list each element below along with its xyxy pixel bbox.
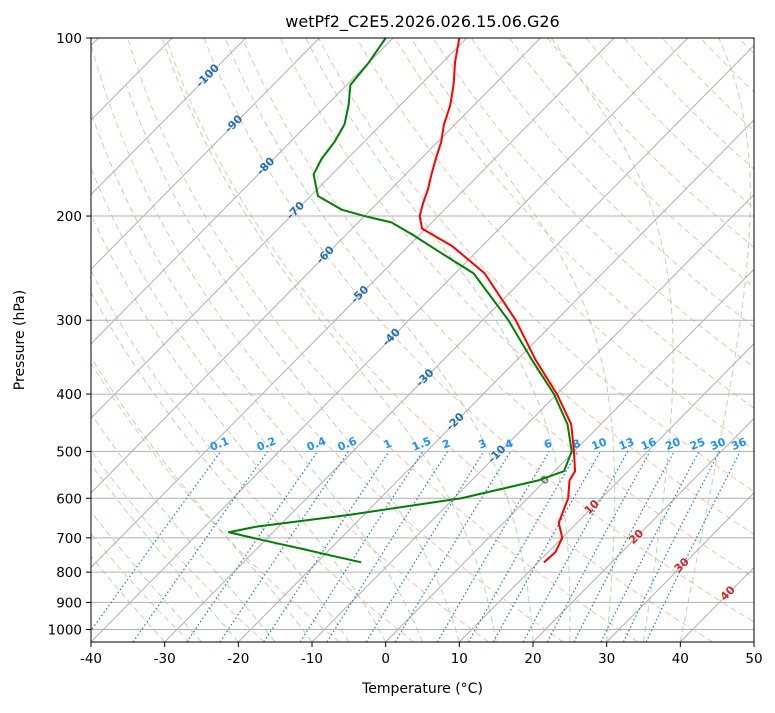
isotherm-line xyxy=(91,38,468,420)
plot-frame xyxy=(90,37,755,643)
mixing-ratio-label: 25 xyxy=(688,435,707,453)
temperature-profile-line xyxy=(418,38,577,564)
y-tick-label: 900 xyxy=(56,595,82,611)
y-axis-label: Pressure (hPa) xyxy=(12,290,28,390)
mixing-ratio-line xyxy=(546,451,651,642)
y-tick-label: 300 xyxy=(56,313,82,329)
isotherm-line xyxy=(532,417,754,642)
mixing-ratio-line xyxy=(186,451,319,642)
mixing-ratio-label: 16 xyxy=(639,435,658,453)
dry-adiabat-line xyxy=(91,269,415,642)
axis-ticks: -40 -30 -20 -10 0 10 20 30 40 50 100 200 300 400 500 60… xyxy=(48,31,763,667)
mixing-ratio-label: 20 xyxy=(663,435,682,453)
isotherm-line xyxy=(385,268,754,642)
dry-adiabat-line xyxy=(394,38,754,409)
y-tick-label: 100 xyxy=(56,31,82,47)
isotherm-line xyxy=(237,119,754,642)
isotherm-line xyxy=(311,193,754,642)
dry-adiabat-line xyxy=(356,38,754,451)
dry-adiabat-line xyxy=(91,362,340,642)
mixing-ratio-line xyxy=(91,451,222,632)
isotherm-line xyxy=(91,38,615,569)
mixing-ratio-label: 10 xyxy=(590,435,609,453)
moist-adiabat-line xyxy=(91,463,239,642)
x-tick-label: 20 xyxy=(524,651,541,667)
dry-adiabat-line xyxy=(127,38,639,642)
x-tick-label: -30 xyxy=(154,651,176,667)
moist-adiabat-line xyxy=(679,38,751,642)
mixing-ratio-line xyxy=(299,451,424,642)
moist-adiabat-line xyxy=(550,38,674,642)
y-tick-label: 200 xyxy=(56,209,82,225)
moist-adiabat-line xyxy=(224,38,534,642)
y-tick-label: 400 xyxy=(56,387,82,403)
mixing-ratio-label: 36 xyxy=(729,435,748,453)
moist-adiabat-line xyxy=(125,84,460,642)
dry-adiabat-line xyxy=(203,38,754,623)
y-tick-label: 800 xyxy=(56,565,82,581)
x-tick-label: -20 xyxy=(227,651,249,667)
x-tick-label: 0 xyxy=(381,651,390,667)
dewpoint-profile-line xyxy=(227,38,573,564)
moist-adiabat-line xyxy=(91,291,350,642)
mixing-ratio-line xyxy=(219,451,349,642)
mixing-ratio-line xyxy=(263,451,390,642)
mixing-ratio-line xyxy=(132,451,269,642)
dry-adiabat-line xyxy=(91,41,564,642)
dry-adiabat-line xyxy=(470,38,754,328)
x-tick-label: 10 xyxy=(451,651,468,667)
mixing-ratio-label: 30 xyxy=(709,435,728,453)
mixing-ratio-line xyxy=(600,451,700,642)
dry-adiabat-line xyxy=(241,38,754,579)
x-tick-label: 30 xyxy=(598,651,615,667)
moist-adiabat-line xyxy=(91,110,423,642)
x-tick-label: -40 xyxy=(80,651,102,667)
dry-adiabat-line xyxy=(165,38,713,642)
moist-adiabat-line xyxy=(410,38,616,642)
dry-adiabat-line xyxy=(91,449,265,642)
y-tick-label: 1000 xyxy=(48,623,82,639)
x-axis-label: Temperature (°C) xyxy=(361,681,483,697)
chart-title: wetPf2_C2E5.2026.026.15.06.G26 xyxy=(285,12,559,32)
isotherm-line xyxy=(91,38,247,196)
profile-lines xyxy=(227,38,577,564)
moist-adiabat-line xyxy=(305,38,571,642)
mixing-ratio-label: 3 xyxy=(477,437,489,452)
mixing-ratio-label: 2 xyxy=(440,437,452,452)
dry-adiabat-line xyxy=(91,166,489,642)
moist-adiabat-line xyxy=(161,38,497,642)
isotherm-line xyxy=(606,492,754,642)
mixing-ratio-line xyxy=(522,451,629,642)
mixing-ratio-line xyxy=(365,451,485,642)
mixing-ratio-label: 8 xyxy=(571,437,583,452)
x-tick-label: -10 xyxy=(301,651,323,667)
mixing-ratio-line xyxy=(622,451,720,642)
mixing-ratio-label: 13 xyxy=(617,435,636,453)
y-tick-label: 700 xyxy=(56,531,82,547)
isotherm-line xyxy=(458,343,754,642)
mixing-ratio-line xyxy=(492,451,602,642)
y-tick-label: 500 xyxy=(56,444,82,460)
isotherm-line xyxy=(91,38,689,642)
mixing-ratio-label: 1 xyxy=(382,437,394,452)
dry-adiabat-line xyxy=(509,38,754,288)
dry-adiabat-line xyxy=(432,38,754,368)
y-tick-label: 600 xyxy=(56,491,82,507)
isotherm-line xyxy=(91,38,394,345)
dry-adiabat-line xyxy=(318,38,754,493)
x-tick-label: 40 xyxy=(672,651,689,667)
isotherm-line xyxy=(91,38,320,270)
x-tick-label: 50 xyxy=(745,651,762,667)
